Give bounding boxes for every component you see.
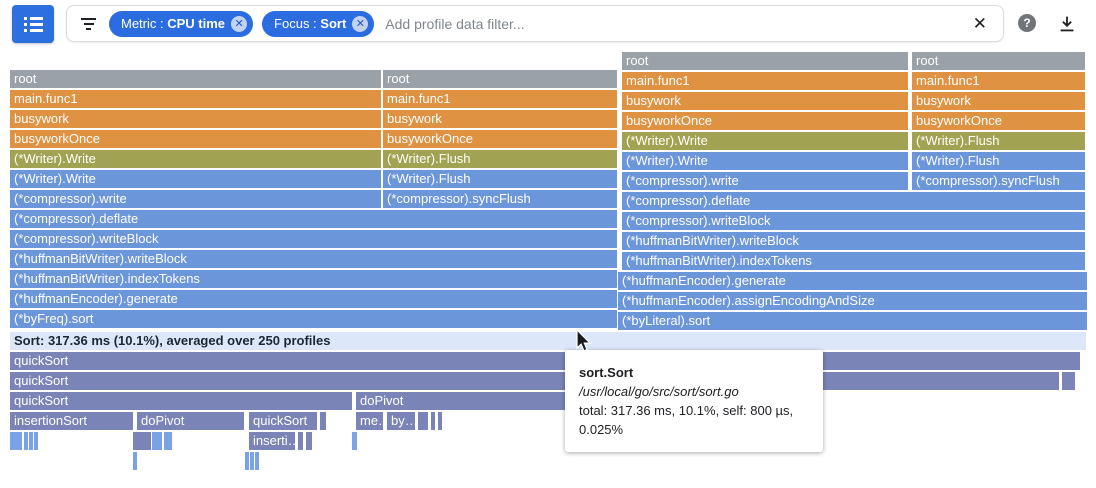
- flame-frame-huffmanencoder-assignencodingandsize[interactable]: (*huffmanEncoder).assignEncodingAndSize: [618, 292, 1087, 310]
- flame-frame-compressor-writeblock[interactable]: (*compressor).writeBlock: [622, 212, 1085, 230]
- flame-frame-compressor-writeblock[interactable]: (*compressor).writeBlock: [10, 230, 617, 248]
- flame-frame-writer-write[interactable]: (*Writer).Write: [622, 132, 908, 150]
- flame-frame-compressor-write[interactable]: (*compressor).write: [622, 172, 908, 190]
- help-icon[interactable]: ?: [1018, 14, 1036, 32]
- profiler-toolbar: Metric : CPU time ✕ Focus : Sort ✕ ✕ ?: [0, 0, 1096, 50]
- flame-frame-compressor-deflate[interactable]: (*compressor).deflate: [10, 210, 617, 228]
- flame-frame[interactable]: [133, 432, 151, 450]
- flame-frame-busyworkonce[interactable]: busyworkOnce: [622, 112, 908, 130]
- tooltip-source-path: /usr/local/go/src/sort/sort.go: [579, 384, 739, 399]
- flame-frame-main-func1[interactable]: main.func1: [622, 72, 908, 90]
- flame-frame-huffmanencoder-generate[interactable]: (*huffmanEncoder).generate: [618, 272, 1087, 290]
- flame-frame[interactable]: [418, 412, 428, 430]
- filter-input[interactable]: [383, 14, 960, 33]
- flame-frame[interactable]: [320, 412, 326, 430]
- flame-frame[interactable]: [352, 432, 357, 450]
- flame-frame-inserti[interactable]: inserti…: [249, 432, 295, 450]
- flame-frame-huffmanbitwriter-indextokens[interactable]: (*huffmanBitWriter).indexTokens: [10, 270, 617, 288]
- flame-frame-huffmanbitwriter-writeblock[interactable]: (*huffmanBitWriter).writeBlock: [622, 232, 1085, 250]
- flame-frame-me[interactable]: me…: [356, 412, 383, 430]
- flame-frame-busywork[interactable]: busywork: [10, 110, 381, 128]
- flame-frame-huffmanbitwriter-writeblock[interactable]: (*huffmanBitWriter).writeBlock: [10, 250, 617, 268]
- flame-frame[interactable]: [431, 412, 435, 430]
- flame-frame[interactable]: [306, 432, 312, 450]
- flame-frame[interactable]: [1062, 372, 1075, 390]
- filter-bar: Metric : CPU time ✕ Focus : Sort ✕ ✕: [66, 5, 1004, 42]
- flame-frame-compressor-deflate[interactable]: (*compressor).deflate: [622, 192, 1085, 210]
- chip-text: Focus : Sort: [274, 16, 347, 31]
- flame-frame-quicksort[interactable]: quickSort: [10, 352, 1080, 370]
- filter-list-icon: [81, 17, 96, 30]
- flame-frame-quicksort[interactable]: quickSort: [10, 372, 1059, 390]
- flame-frame[interactable]: [250, 452, 254, 470]
- flame-frame[interactable]: [24, 432, 28, 450]
- flame-frame-compressor-syncflush[interactable]: (*compressor).syncFlush: [912, 172, 1085, 190]
- flame-frame-insertionsort[interactable]: insertionSort: [10, 412, 133, 430]
- flame-frame-by[interactable]: by…: [387, 412, 415, 430]
- flame-frame-compressor-write[interactable]: (*compressor).write: [10, 190, 381, 208]
- flame-frame[interactable]: [29, 432, 33, 450]
- flame-frame-byliteral-sort[interactable]: (*byLiteral).sort: [618, 312, 1087, 330]
- flame-frame-busywork[interactable]: busywork: [622, 92, 908, 110]
- flame-frame-writer-flush[interactable]: (*Writer).Flush: [383, 150, 617, 168]
- chip-close-icon[interactable]: ✕: [352, 15, 369, 32]
- flame-frame-root[interactable]: root: [10, 70, 381, 88]
- flame-frame-main-func1[interactable]: main.func1: [10, 90, 381, 108]
- flame-frame-root[interactable]: root: [912, 52, 1085, 70]
- flame-frame[interactable]: [164, 432, 168, 450]
- tooltip-stats: total: 317.36 ms, 10.1%, self: 800 µs, 0…: [579, 403, 794, 437]
- chip-close-icon[interactable]: ✕: [231, 15, 248, 32]
- flame-frame-quicksort[interactable]: quickSort: [249, 412, 317, 430]
- view-list-button[interactable]: [12, 5, 54, 43]
- flame-frame[interactable]: [255, 452, 259, 470]
- flame-frame[interactable]: [168, 432, 172, 450]
- flame-frame-busywork[interactable]: busywork: [383, 110, 617, 128]
- download-icon[interactable]: [1056, 13, 1078, 35]
- flame-frame[interactable]: [245, 452, 249, 470]
- flame-frame-busyworkonce[interactable]: busyworkOnce: [912, 112, 1085, 130]
- flame-frame-writer-write[interactable]: (*Writer).Write: [10, 170, 381, 188]
- flame-frame-busywork[interactable]: busywork: [912, 92, 1085, 110]
- flame-frame[interactable]: [438, 412, 442, 430]
- flame-frame-writer-flush[interactable]: (*Writer).Flush: [912, 152, 1085, 170]
- view-list-icon: [23, 16, 43, 32]
- flame-frame-huffmanbitwriter-indextokens[interactable]: (*huffmanBitWriter).indexTokens: [622, 252, 1085, 270]
- tooltip-function-name: sort.Sort: [579, 365, 634, 380]
- flame-frame-writer-write[interactable]: (*Writer).Write: [10, 150, 381, 168]
- flame-frame-busyworkonce[interactable]: busyworkOnce: [10, 130, 381, 148]
- flame-frame-byfreq-sort[interactable]: (*byFreq).sort: [10, 310, 617, 328]
- flame-frame-main-func1[interactable]: main.func1: [383, 90, 617, 108]
- chip-text: Metric : CPU time: [121, 16, 226, 31]
- flame-frame[interactable]: [34, 432, 38, 450]
- flame-frame-dopivot[interactable]: doPivot: [137, 412, 244, 430]
- flame-frame-writer-flush[interactable]: (*Writer).Flush: [912, 132, 1085, 150]
- flame-frame-quicksort[interactable]: quickSort: [10, 392, 352, 410]
- focus-summary-row[interactable]: Sort: 317.36 ms (10.1%), averaged over 2…: [10, 332, 1086, 350]
- flame-frame-root[interactable]: root: [622, 52, 908, 70]
- flame-frame[interactable]: [133, 452, 137, 470]
- flame-frame-compressor-syncflush[interactable]: (*compressor).syncFlush: [383, 190, 617, 208]
- flame-frame-main-func1[interactable]: main.func1: [912, 72, 1085, 90]
- flame-frame-root[interactable]: root: [383, 70, 617, 88]
- clear-filters-icon[interactable]: ✕: [972, 13, 987, 33]
- flame-frame-writer-write[interactable]: (*Writer).Write: [622, 152, 908, 170]
- flame-frame[interactable]: [152, 432, 162, 450]
- flame-frame[interactable]: [10, 432, 22, 450]
- flame-frame[interactable]: [298, 432, 303, 450]
- frame-tooltip: sort.Sort /usr/local/go/src/sort/sort.go…: [565, 350, 823, 452]
- flame-frame-writer-flush[interactable]: (*Writer).Flush: [383, 170, 617, 188]
- flame-frame-huffmanencoder-generate[interactable]: (*huffmanEncoder).generate: [10, 290, 617, 308]
- filter-chip-metric[interactable]: Metric : CPU time ✕: [109, 10, 254, 37]
- filter-chip-focus[interactable]: Focus : Sort ✕: [262, 10, 375, 37]
- flame-frame-busyworkonce[interactable]: busyworkOnce: [383, 130, 617, 148]
